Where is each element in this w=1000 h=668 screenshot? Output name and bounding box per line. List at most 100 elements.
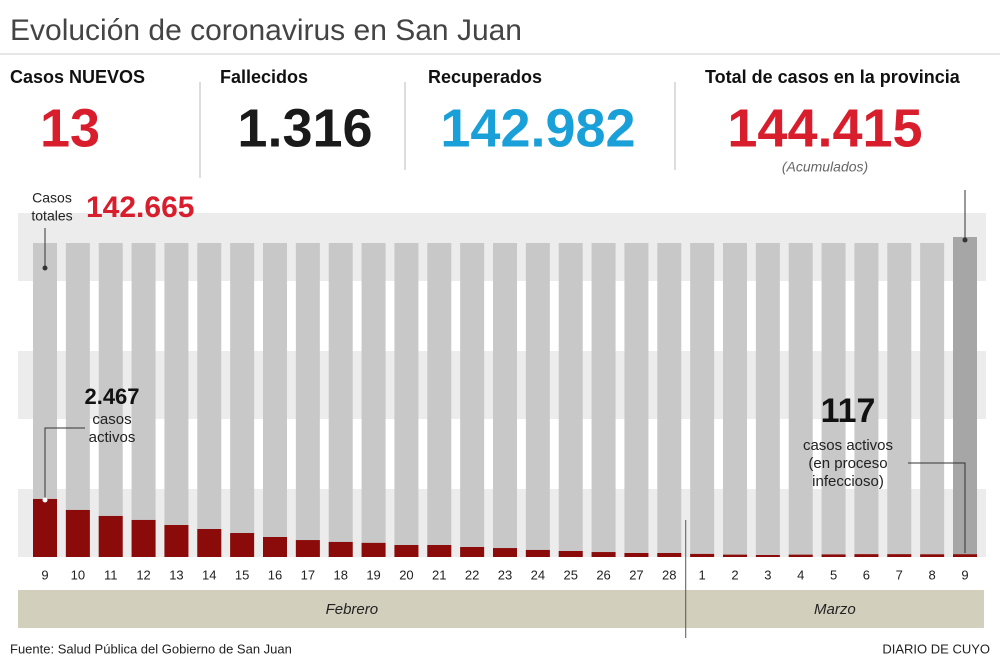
- x-tick-label: 23: [498, 567, 512, 582]
- value-label: 2.467: [84, 384, 139, 409]
- x-tick-label: 19: [366, 567, 380, 582]
- x-tick-label: 9: [961, 567, 968, 582]
- leader: [908, 462, 966, 553]
- x-tick-label: 15: [235, 567, 249, 582]
- stat-label: Fallecidos: [220, 67, 308, 87]
- total-bar: [328, 243, 353, 557]
- total-bar: [854, 243, 879, 557]
- total-bar: [920, 243, 945, 557]
- stat-label: Total de casos en la provincia: [705, 67, 961, 87]
- x-tick-label: 4: [797, 567, 804, 582]
- bar: [263, 537, 287, 557]
- total-bar: [887, 243, 912, 557]
- totals-label: Casos: [32, 190, 72, 206]
- x-tick-label: 9: [41, 567, 48, 582]
- bar: [854, 554, 879, 557]
- total-bar: [821, 243, 846, 557]
- bar: [723, 554, 747, 557]
- total-bar: [263, 243, 287, 557]
- x-tick-label: 20: [399, 567, 413, 582]
- x-tick-label: 13: [169, 567, 183, 582]
- x-tick-label: 11: [104, 567, 118, 582]
- total-bar: [394, 243, 419, 557]
- bar: [295, 540, 320, 557]
- x-tick-label: 21: [432, 567, 446, 582]
- brand: DIARIO DE CUYO: [882, 641, 990, 656]
- total-bar: [755, 243, 780, 557]
- x-tick-label: 26: [596, 567, 610, 582]
- annotation: activos: [89, 429, 136, 446]
- total-bar: [98, 243, 123, 557]
- bar: [131, 519, 156, 557]
- total-bar: [624, 243, 649, 557]
- bar: [427, 545, 452, 557]
- annotation: infeccioso): [812, 473, 884, 490]
- x-tick-label: 1: [699, 567, 706, 582]
- stat-value: 13: [40, 98, 100, 158]
- bar: [98, 515, 123, 557]
- stat-value: 1.316: [237, 98, 372, 158]
- total-bar: [460, 243, 485, 557]
- bar: [821, 554, 846, 557]
- bar: [657, 553, 682, 557]
- stat-value: 144.415: [727, 98, 922, 158]
- x-tick-label: 16: [268, 567, 282, 582]
- bar: [328, 541, 353, 557]
- total-bar: [361, 243, 386, 557]
- x-tick-label: 24: [531, 567, 545, 582]
- x-tick-label: 7: [896, 567, 903, 582]
- bar: [558, 551, 583, 557]
- bar: [197, 529, 222, 557]
- x-tick-label: 14: [202, 567, 216, 582]
- total-bar: [558, 243, 583, 557]
- bar: [33, 498, 57, 557]
- total-bar: [723, 243, 747, 557]
- source: Fuente: Salud Pública del Gobierno de Sa…: [10, 641, 292, 656]
- total-bar: [788, 243, 813, 557]
- bar: [164, 525, 189, 557]
- x-tick-label: 27: [629, 567, 643, 582]
- bar: [591, 552, 616, 557]
- stat-value: 142.982: [440, 98, 635, 158]
- x-tick-label: 22: [465, 567, 479, 582]
- bar: [755, 555, 780, 557]
- total-bar: [197, 243, 222, 557]
- total-bar: [131, 243, 156, 557]
- x-tick-label: 17: [301, 567, 315, 582]
- totals-label: totales: [31, 208, 72, 224]
- total-bar: [65, 243, 90, 557]
- bar: [525, 549, 550, 557]
- bar: [920, 554, 945, 557]
- bar: [460, 547, 485, 557]
- leader: [44, 427, 85, 500]
- value-label: 117: [821, 392, 876, 430]
- total-bar: [164, 243, 189, 557]
- x-tick-label: 28: [662, 567, 676, 582]
- total-bar: [657, 243, 682, 557]
- total-bar: [591, 243, 616, 557]
- stat-label: Recuperados: [428, 67, 542, 87]
- x-tick-label: 25: [563, 567, 577, 582]
- title: Evolución de coronavirus en San Juan: [10, 14, 522, 47]
- stat-note: (Acumulados): [782, 159, 868, 175]
- bar: [493, 548, 517, 557]
- x-tick-label: 5: [830, 567, 837, 582]
- total-bar: [230, 243, 255, 557]
- x-tick-label: 18: [333, 567, 347, 582]
- month-band: [18, 590, 984, 628]
- annotation: casos: [92, 411, 131, 428]
- annotation: casos activos: [803, 437, 893, 454]
- leader-dot: [42, 265, 48, 271]
- bar: [690, 553, 715, 557]
- stat-label: Casos NUEVOS: [10, 67, 145, 87]
- bar: [65, 509, 90, 557]
- total-bar: [295, 243, 320, 557]
- annotation: (en proceso: [808, 455, 887, 472]
- bar: [788, 554, 813, 557]
- total-bar: [690, 243, 715, 557]
- x-tick-label: 2: [731, 567, 738, 582]
- bar: [361, 542, 386, 557]
- total-bar: [493, 243, 517, 557]
- x-tick-label: 6: [863, 567, 870, 582]
